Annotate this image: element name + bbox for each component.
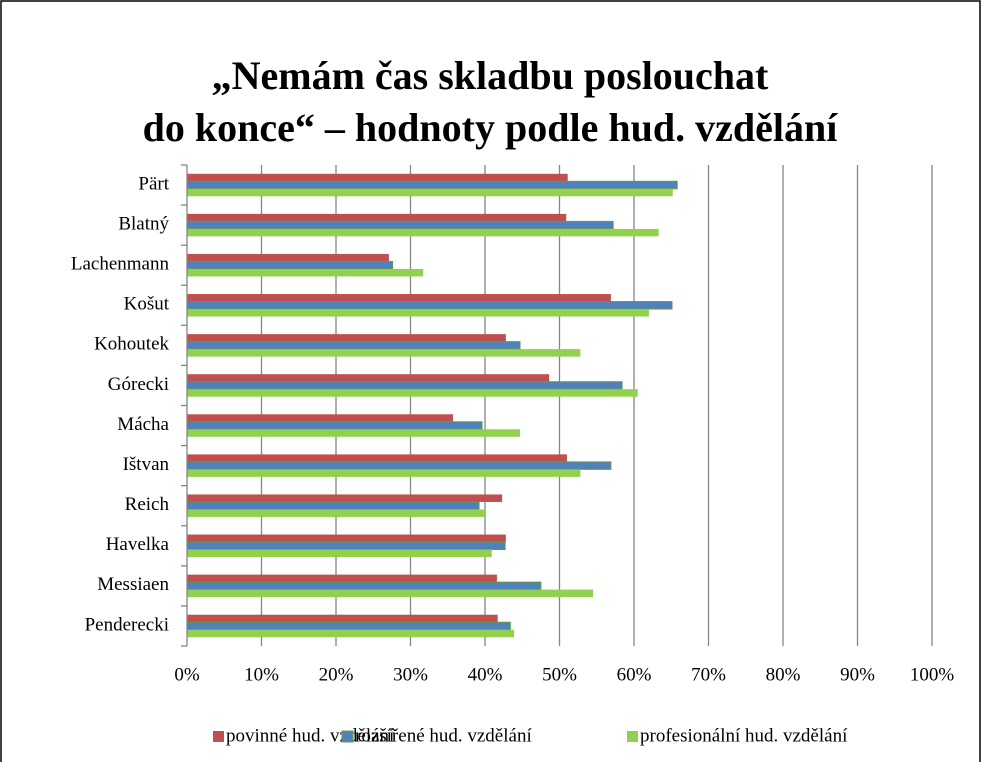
- x-tick-label: 0%: [174, 664, 200, 685]
- bar: [187, 574, 497, 583]
- bar: [186, 180, 678, 190]
- bar: [187, 294, 611, 302]
- bar: [187, 534, 506, 543]
- x-tick-label: 60%: [617, 664, 652, 685]
- y-tick-label: Kohoutek: [94, 334, 169, 355]
- legend-marker: [213, 731, 224, 742]
- bar: [187, 509, 485, 517]
- y-tick-label: Lachenmann: [71, 254, 170, 275]
- x-tick-label: 50%: [542, 664, 577, 685]
- bar: [187, 389, 638, 397]
- y-tick-label: Penderecki: [85, 614, 169, 635]
- bar: [187, 349, 581, 357]
- x-tick-label: 10%: [244, 664, 279, 685]
- bar: [186, 301, 673, 310]
- y-tick-label: Havelka: [106, 534, 170, 555]
- x-tick-label: 70%: [691, 664, 726, 685]
- bar: [186, 501, 480, 510]
- legend-marker: [341, 730, 354, 743]
- bar: [186, 541, 506, 551]
- y-tick-label: Mácha: [117, 414, 169, 435]
- bar: [187, 429, 521, 437]
- bar: [186, 581, 542, 591]
- x-tick-label: 100%: [910, 664, 955, 685]
- bar: [187, 614, 498, 623]
- bar: [187, 469, 581, 477]
- bar: [187, 549, 492, 558]
- bar: [187, 414, 453, 422]
- bar: [187, 213, 567, 222]
- bar: [186, 220, 614, 230]
- bar: [187, 589, 594, 598]
- y-tick-label: Ištvan: [123, 454, 170, 475]
- bar: [187, 494, 503, 502]
- y-tick-label: Košut: [124, 294, 170, 315]
- y-tick-label: Blatný: [118, 213, 169, 234]
- x-tick-label: 40%: [468, 664, 503, 685]
- x-tick-label: 30%: [393, 664, 428, 685]
- x-tick-label: 90%: [840, 664, 875, 685]
- x-tick-label: 20%: [319, 664, 354, 685]
- bar: [186, 621, 511, 631]
- y-tick-label: Pärt: [138, 173, 169, 194]
- bar: [186, 341, 521, 350]
- bar: [187, 268, 424, 277]
- bar: [186, 461, 612, 470]
- bar: [187, 629, 515, 638]
- bar: [187, 188, 673, 197]
- bar: [187, 173, 568, 182]
- bar: [186, 421, 483, 430]
- bar: [186, 260, 394, 270]
- legend-label: profesionální hud. vzdělání: [640, 725, 848, 746]
- bar: [187, 228, 659, 237]
- y-tick-label: Messiaen: [97, 574, 169, 595]
- bar: [187, 334, 506, 342]
- bar: [187, 253, 389, 262]
- legend-label: rozšířené hud. vzdělání: [355, 725, 532, 746]
- bar: [187, 454, 567, 462]
- bar: [186, 381, 623, 390]
- x-tick-label: 80%: [766, 664, 801, 685]
- bar: [187, 374, 550, 382]
- bar: [187, 309, 649, 317]
- legend-marker: [627, 731, 638, 742]
- y-tick-label: Górecki: [108, 374, 169, 395]
- chart-title: do konce“ – hodnoty podle hud. vzdělání: [143, 105, 839, 150]
- y-tick-label: Reich: [125, 494, 170, 515]
- chart-title: „Nemám čas skladbu poslouchat: [212, 53, 769, 98]
